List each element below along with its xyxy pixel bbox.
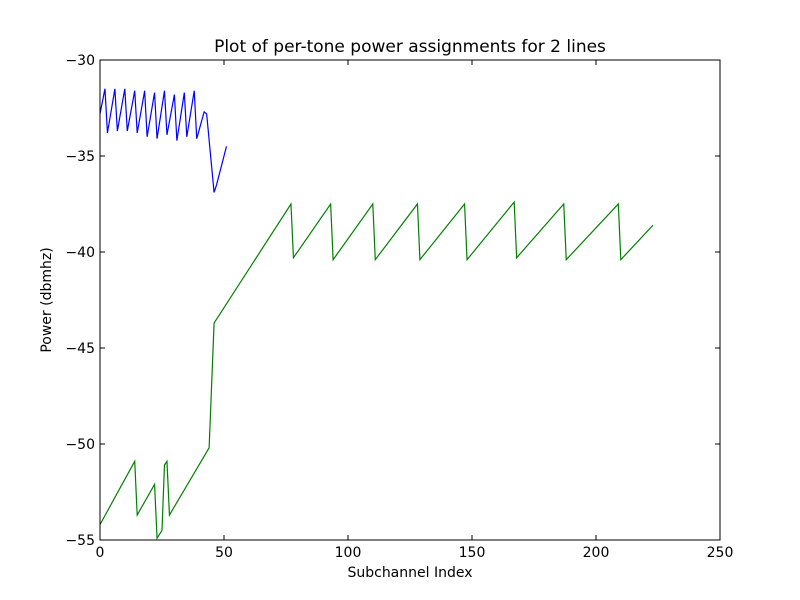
x-axis-label: Subchannel Index (347, 565, 472, 581)
y-tick-label: −50 (65, 437, 95, 453)
y-tick-label: −40 (65, 245, 95, 261)
x-tick-label: 200 (583, 545, 610, 561)
x-tick-label: 50 (215, 545, 233, 561)
series-layer (99, 88, 654, 540)
plot-area (100, 60, 720, 540)
y-axis-label: Power (dbmhz) (39, 247, 55, 352)
x-tick-label: 150 (459, 545, 486, 561)
y-tick-label: −45 (65, 341, 95, 357)
series-line-1 (99, 88, 228, 193)
plot-frame (99, 59, 721, 541)
y-tick-label: −30 (65, 53, 95, 69)
y-tick-label: −35 (65, 149, 95, 165)
series-line-2 (99, 200, 654, 540)
x-tick-label: 250 (707, 545, 734, 561)
x-tick-label: 100 (335, 545, 362, 561)
tick-layer: 0 50 100 150 200 250 −30 −35 −40 −45 −50 −55 (65, 53, 733, 561)
chart-title: Plot of per-tone power assignments for 2… (214, 37, 606, 57)
y-tick-label: −55 (65, 533, 95, 549)
x-tick-label: 0 (96, 545, 105, 561)
